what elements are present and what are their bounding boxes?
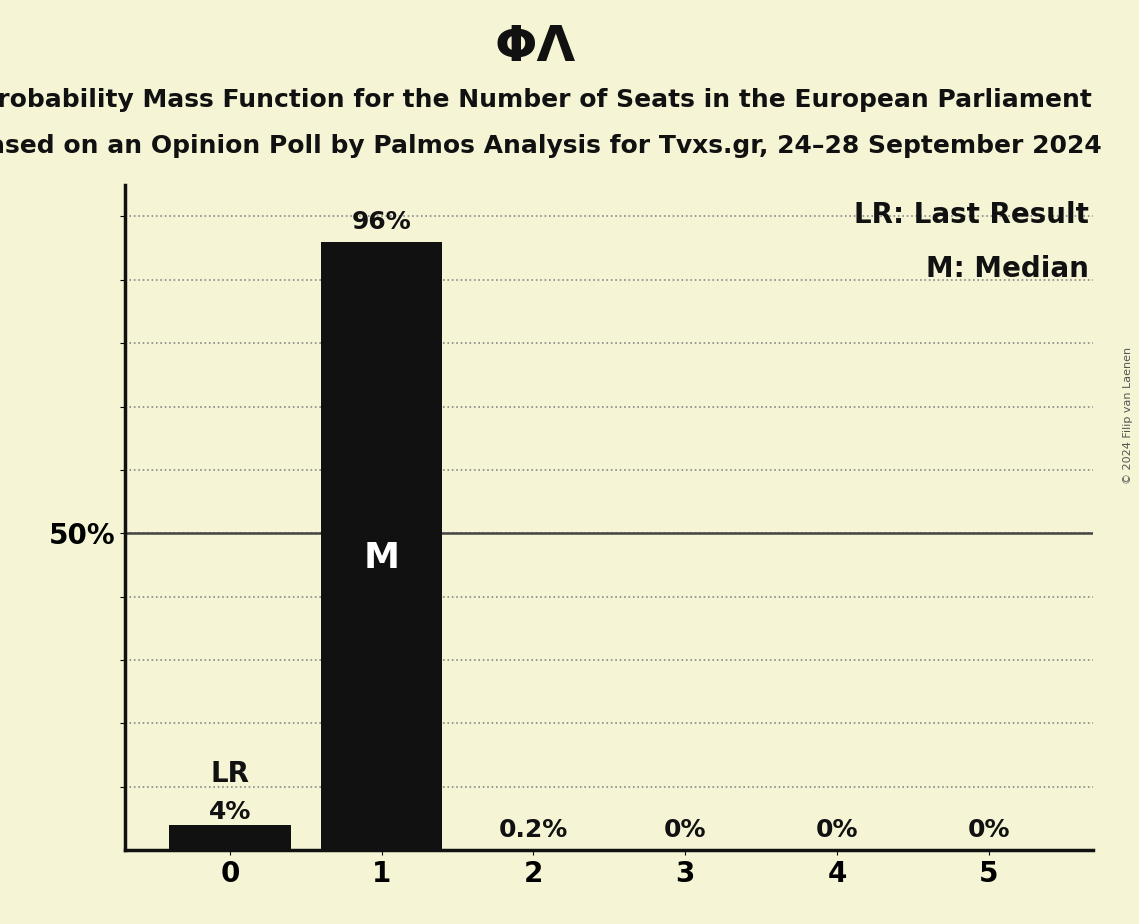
Text: ΦΛ: ΦΛ xyxy=(494,23,576,71)
Text: M: Median: M: Median xyxy=(926,255,1089,283)
Text: LR: LR xyxy=(211,760,249,788)
Text: © 2024 Filip van Laenen: © 2024 Filip van Laenen xyxy=(1123,347,1133,484)
Bar xyxy=(321,242,442,850)
Text: 4%: 4% xyxy=(208,800,252,824)
Text: 0%: 0% xyxy=(664,819,706,843)
Text: 0.2%: 0.2% xyxy=(499,819,568,843)
Text: 96%: 96% xyxy=(352,211,411,234)
Text: 0%: 0% xyxy=(967,819,1010,843)
Text: M: M xyxy=(363,541,400,575)
Bar xyxy=(170,825,290,850)
Text: 0%: 0% xyxy=(816,819,858,843)
Text: Probability Mass Function for the Number of Seats in the European Parliament: Probability Mass Function for the Number… xyxy=(0,88,1092,112)
Bar xyxy=(473,849,595,850)
Text: Based on an Opinion Poll by Palmos Analysis for Tvxs.gr, 24–28 September 2024: Based on an Opinion Poll by Palmos Analy… xyxy=(0,134,1101,158)
Text: LR: Last Result: LR: Last Result xyxy=(854,201,1089,229)
